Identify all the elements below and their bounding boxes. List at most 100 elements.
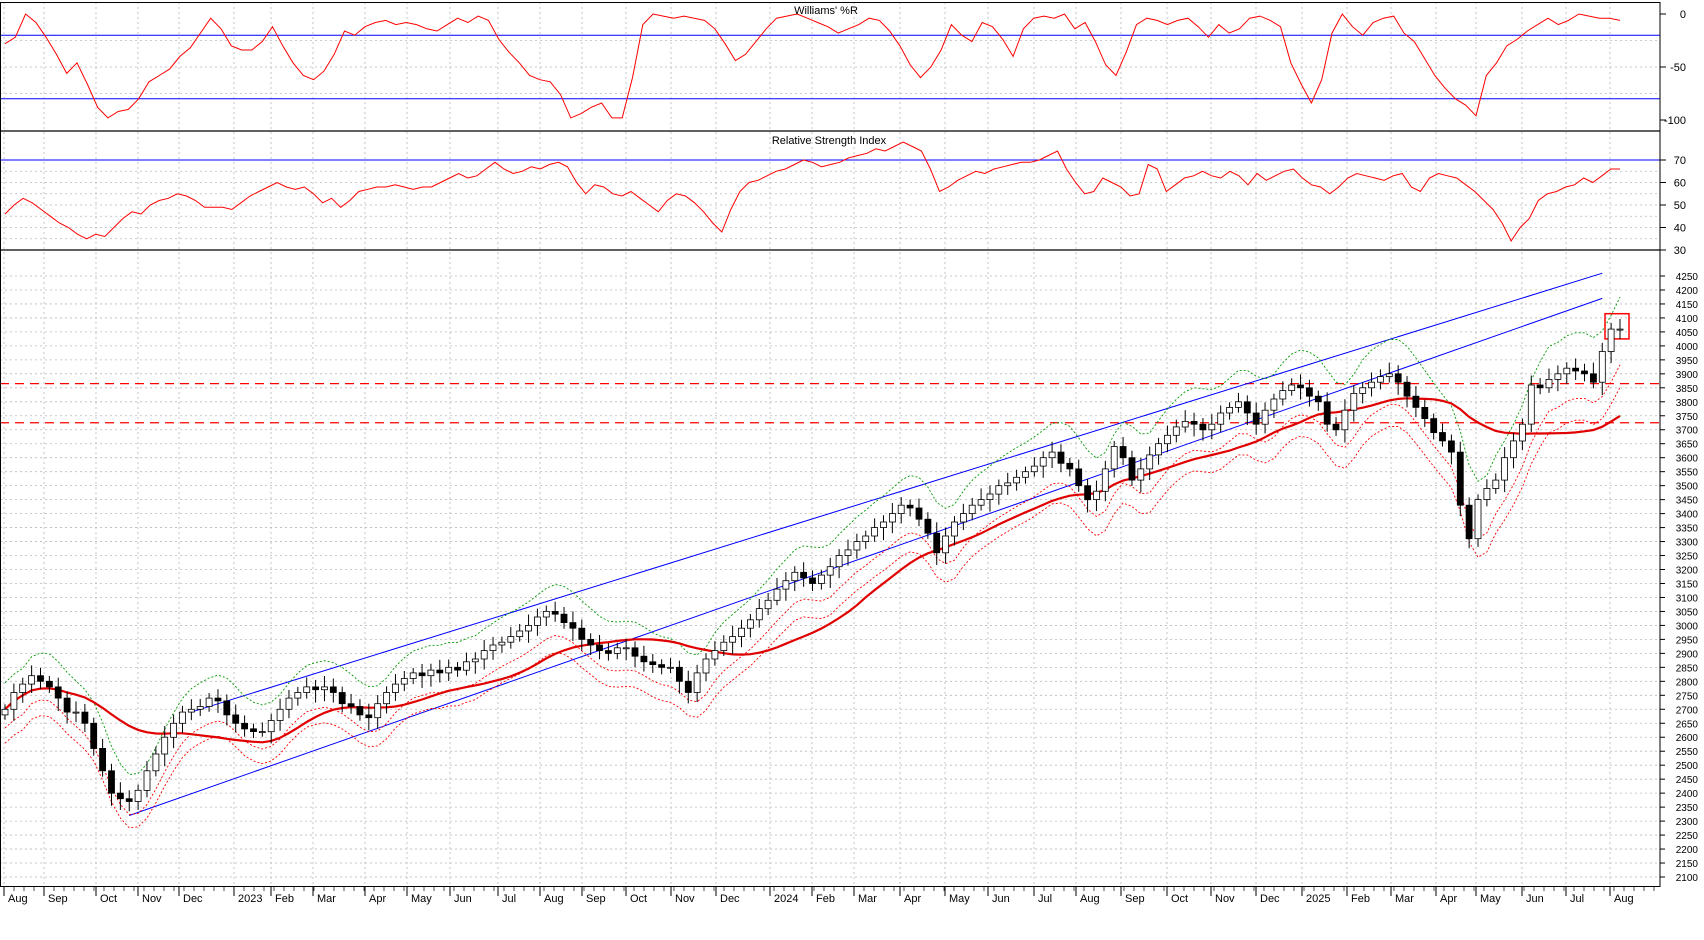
candle-up — [711, 650, 719, 660]
lower-band-line — [4, 364, 1621, 815]
candle-up — [516, 630, 524, 637]
candle-up — [1, 708, 9, 716]
price-y-tick-label: 4050 — [1676, 328, 1699, 339]
candle-up — [489, 644, 497, 651]
candle-up — [1217, 412, 1225, 425]
candle-up — [951, 521, 958, 537]
candle-up — [1164, 434, 1171, 445]
candle-up — [28, 675, 36, 685]
rsi-y-tick-label: 40 — [1674, 223, 1686, 235]
candle-up — [622, 647, 630, 650]
x-tick-label: 2024 — [774, 893, 798, 905]
candle-up — [613, 647, 621, 654]
price-y-tick-label: 2150 — [1676, 859, 1699, 870]
wr-title: Williams' %R — [794, 5, 858, 17]
candle-down — [1590, 373, 1597, 383]
candle-up — [427, 669, 435, 677]
candle-up — [19, 683, 27, 693]
candle-down — [1314, 395, 1322, 403]
rsi-y-tick-label: 50 — [1674, 200, 1686, 212]
candle-up — [1030, 465, 1038, 473]
candle-up — [1501, 457, 1508, 481]
candle-down — [933, 532, 941, 554]
candle-up — [1155, 443, 1162, 456]
candle-down — [214, 697, 222, 702]
x-tick-label: Feb — [275, 893, 294, 905]
candle-down — [46, 680, 53, 688]
candle-up — [1039, 457, 1047, 467]
trend-channel-line — [191, 272, 1603, 713]
candle-up — [942, 535, 949, 554]
x-tick-label: Nov — [142, 893, 162, 905]
candle-down — [1323, 401, 1331, 425]
candle-down — [1456, 451, 1464, 506]
x-tick-label: Jul — [1038, 893, 1052, 905]
x-tick-label: Feb — [1351, 893, 1370, 905]
candle-up — [986, 493, 994, 500]
candle-up — [303, 686, 311, 693]
x-tick-label: Aug — [8, 893, 28, 905]
candle-up — [383, 692, 391, 705]
candle-up — [1598, 351, 1606, 383]
candle-up — [826, 566, 834, 576]
candle-down — [649, 661, 657, 665]
price-y-tick-label: 3450 — [1676, 496, 1699, 507]
candle-down — [1119, 446, 1127, 459]
candle-up — [995, 485, 1003, 495]
candle-up — [1013, 476, 1020, 484]
x-tick-label: Aug — [544, 893, 564, 905]
candle-up — [1368, 381, 1375, 389]
price-y-tick-label: 2450 — [1676, 775, 1699, 786]
candle-up — [294, 692, 302, 699]
candle-up — [258, 731, 266, 733]
candle-down — [1439, 432, 1446, 442]
price-y-tick-label: 3000 — [1676, 621, 1699, 632]
x-tick-label: 2023 — [238, 893, 262, 905]
price-y-tick-label: 4200 — [1676, 286, 1699, 297]
candle-up — [1341, 409, 1349, 431]
price-y-tick-label: 3100 — [1676, 593, 1699, 604]
upper-band-line — [4, 296, 1621, 775]
candle-down — [1199, 423, 1207, 431]
candle-up — [818, 574, 825, 584]
candle-up — [498, 641, 506, 646]
x-tick-label: Oct — [1171, 893, 1188, 905]
candle-up — [1172, 426, 1180, 436]
candle-up — [267, 720, 275, 733]
candle-down — [605, 650, 612, 654]
candle-up — [667, 666, 674, 669]
williams-r-line — [4, 13, 1621, 119]
label-layer: Aug Sep Oct Nov Dec 2023 Feb Mar Apr May Jun Jul Aug… — [8, 5, 1698, 905]
price-y-tick-label: 2500 — [1676, 761, 1699, 772]
price-y-tick-label: 2100 — [1676, 873, 1699, 884]
price-y-tick-label: 3250 — [1676, 552, 1699, 563]
candle-up — [10, 692, 18, 710]
price-y-tick-label: 2900 — [1676, 649, 1699, 660]
candle-down — [560, 613, 568, 624]
price-y-tick-label: 3750 — [1676, 412, 1699, 423]
x-tick-label: May — [949, 893, 970, 905]
price-y-tick-label: 2200 — [1676, 845, 1699, 856]
candle-up — [835, 555, 843, 568]
candle-up — [1492, 479, 1500, 489]
candle-down — [1394, 373, 1402, 383]
candle-up — [170, 722, 178, 738]
candle-down — [1252, 412, 1260, 425]
candle-up — [1004, 482, 1012, 487]
candle-up — [409, 672, 417, 679]
candle-up — [1270, 398, 1278, 411]
candle-down — [587, 639, 595, 646]
wr-y-tick-label: -50 — [1670, 62, 1686, 74]
candle-down — [1066, 462, 1074, 470]
candle-down — [596, 644, 603, 651]
candle-up — [161, 736, 169, 755]
candle-up — [321, 686, 328, 691]
rsi-title: Relative Strength Index — [772, 135, 887, 147]
x-tick-label: Oct — [630, 893, 647, 905]
candle-up — [72, 711, 80, 714]
candle-up — [1181, 420, 1189, 428]
candle-up — [1377, 376, 1384, 383]
candle-down — [1297, 384, 1304, 389]
candle-up — [507, 636, 515, 643]
candle-up — [1101, 468, 1109, 492]
